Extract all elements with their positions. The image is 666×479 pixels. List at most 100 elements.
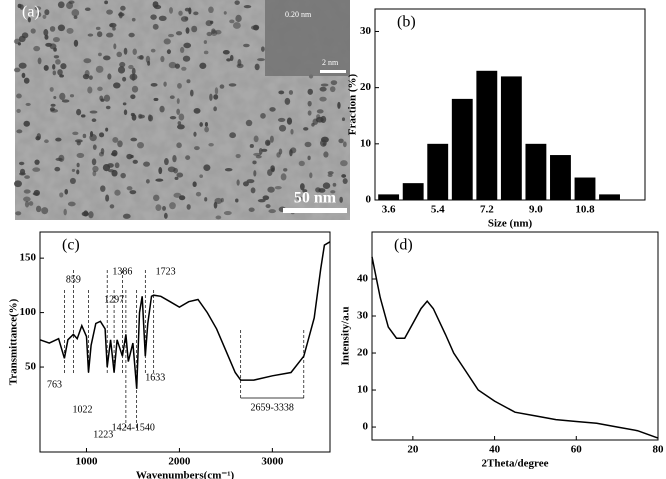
particle: [236, 179, 240, 186]
inset-scale-bar: [320, 70, 346, 73]
x-tick-label: 20: [407, 444, 419, 456]
particle: [49, 87, 54, 92]
particle: [69, 94, 75, 98]
particle: [84, 7, 91, 12]
inset-scale: 2 nm: [322, 58, 339, 67]
particle: [166, 49, 171, 55]
particle: [159, 105, 165, 113]
particle: [28, 201, 34, 206]
particle: [160, 55, 165, 63]
particle: [303, 127, 309, 131]
particle: [120, 172, 126, 179]
particle: [178, 113, 185, 121]
bar: [476, 70, 498, 200]
particle: [319, 96, 327, 102]
particle: [257, 58, 265, 62]
particle: [104, 0, 109, 5]
particle: [19, 4, 24, 10]
particle: [184, 16, 189, 21]
inset: [265, 0, 350, 76]
x-tick-label: 2000: [168, 456, 191, 468]
particle: [117, 140, 123, 148]
particle: [163, 212, 168, 219]
particle: [169, 202, 176, 210]
particle: [23, 77, 30, 84]
particle: [262, 195, 270, 201]
y-tick-label: 10: [357, 384, 369, 396]
x-tick-label: 10.8: [575, 204, 595, 216]
particle: [100, 185, 106, 192]
particle: [89, 110, 98, 114]
particle: [223, 210, 232, 216]
particle: [268, 209, 276, 214]
particle: [107, 73, 112, 80]
particle: [71, 9, 80, 17]
particle: [222, 49, 230, 55]
particle: [43, 64, 49, 71]
particle: [176, 108, 181, 115]
particle: [193, 131, 197, 137]
particle: [69, 177, 76, 184]
particle: [111, 149, 118, 157]
particle: [76, 162, 80, 168]
particle: [98, 132, 105, 138]
annotation: 859: [66, 274, 81, 285]
particle: [173, 167, 178, 174]
particle: [34, 159, 40, 165]
particle: [152, 23, 159, 30]
particle: [103, 94, 111, 102]
particle: [18, 62, 27, 69]
particle: [100, 98, 105, 102]
particle: [224, 168, 233, 172]
particle: [316, 109, 324, 114]
particle: [128, 64, 134, 70]
particle: [54, 166, 61, 172]
particle: [88, 211, 94, 219]
particle: [15, 211, 22, 216]
particle: [123, 109, 128, 116]
panel-label: (b): [397, 14, 416, 31]
particle: [341, 174, 347, 178]
particles: [13, 0, 348, 220]
particle: [113, 82, 121, 89]
particle: [163, 38, 171, 45]
particle: [181, 66, 187, 71]
particle: [319, 86, 327, 92]
particle: [130, 94, 136, 100]
particle: [73, 15, 78, 19]
particle: [205, 20, 213, 27]
particle: [105, 105, 111, 110]
particle: [203, 40, 208, 44]
particle: [18, 161, 25, 166]
particle: [111, 169, 118, 177]
particle: [229, 19, 235, 24]
particle: [112, 26, 116, 31]
particle: [122, 76, 127, 82]
bar: [599, 194, 620, 200]
particle: [71, 168, 76, 173]
annotation: 1022: [73, 404, 93, 415]
particle: [278, 90, 285, 95]
particle: [23, 120, 30, 127]
particle: [229, 54, 234, 61]
particle: [199, 62, 207, 69]
particle: [119, 61, 126, 68]
particle: [81, 211, 89, 217]
particle: [260, 113, 266, 119]
x-axis-label: 2Theta/degree: [481, 458, 548, 470]
particle: [91, 118, 97, 123]
particle: [195, 191, 202, 197]
particle: [126, 153, 133, 160]
particle: [158, 15, 167, 22]
particle: [309, 172, 313, 179]
particle: [44, 9, 50, 16]
particle: [53, 95, 57, 100]
particle: [242, 181, 249, 187]
particle: [330, 190, 336, 194]
particle: [105, 194, 110, 202]
particle: [320, 139, 327, 147]
particle: [257, 198, 266, 203]
particle: [246, 179, 255, 184]
particle: [129, 73, 138, 81]
particle: [150, 14, 157, 20]
